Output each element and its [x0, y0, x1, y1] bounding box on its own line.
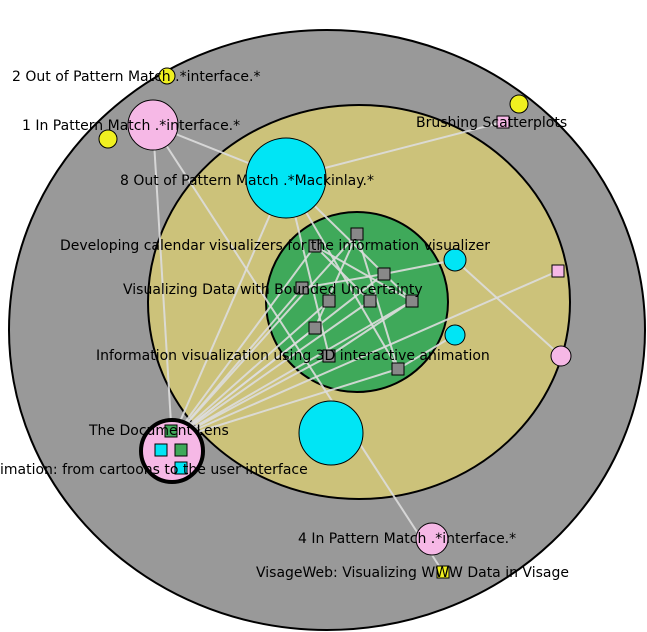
- node: [436, 565, 450, 579]
- node: [350, 227, 364, 241]
- node: [444, 324, 466, 346]
- node-label: Information visualization using 3D inter…: [96, 348, 490, 364]
- node: [391, 362, 405, 376]
- node-label: Brushing Scatterplots: [416, 115, 567, 131]
- node: [405, 294, 419, 308]
- node: [550, 345, 572, 367]
- node: [377, 267, 391, 281]
- node: [415, 522, 449, 556]
- node: [363, 294, 377, 308]
- node-label: VisageWeb: Visualizing WWW Data in Visag…: [256, 565, 569, 581]
- node: [308, 321, 322, 335]
- node: [158, 67, 176, 85]
- node: [322, 294, 336, 308]
- node-label: imation: from cartoons to the user inter…: [0, 462, 308, 478]
- node: [164, 424, 178, 438]
- node-label: 8 Out of Pattern Match .*Mackinlay.*: [120, 173, 374, 189]
- nodes: [98, 67, 572, 579]
- node-label: 4 In Pattern Match .*interface.*: [298, 531, 516, 547]
- node: [496, 115, 510, 129]
- node: [322, 349, 336, 363]
- node-label: The Document Lens: [88, 423, 229, 439]
- node: [551, 264, 565, 278]
- node: [174, 461, 188, 475]
- node-label: 1 In Pattern Match .*interface.*: [22, 118, 240, 134]
- node: [154, 443, 168, 457]
- node: [98, 129, 118, 149]
- node: [174, 443, 188, 457]
- node: [308, 239, 322, 253]
- node-label: Developing calendar visualizers for the …: [60, 238, 490, 254]
- inner-ring: [265, 211, 449, 393]
- node-label: 2 Out of Pattern Match .*interface.*: [12, 69, 260, 85]
- node: [298, 400, 364, 466]
- node: [443, 248, 467, 272]
- node-label: Visualizing Data with Bounded Uncertaint…: [123, 282, 423, 298]
- node: [295, 281, 309, 295]
- node: [509, 94, 529, 114]
- node: [245, 137, 327, 219]
- edges: [152, 121, 562, 573]
- labels: 2 Out of Pattern Match .*interface.* 1 I…: [0, 69, 569, 581]
- node: [127, 99, 179, 151]
